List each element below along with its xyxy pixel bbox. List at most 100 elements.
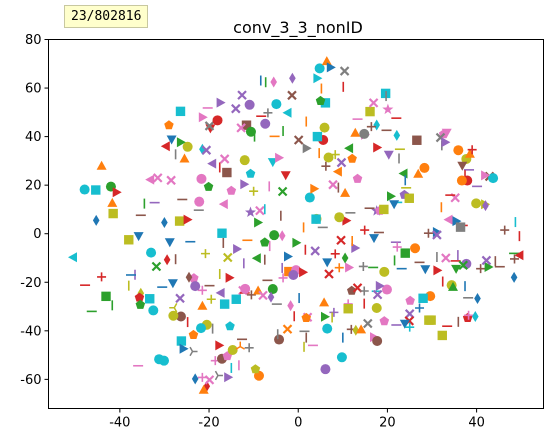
scatter-point: [332, 166, 342, 177]
scatter-point: [336, 235, 346, 246]
scatter-point: [360, 225, 370, 235]
scatter-point: [320, 364, 331, 375]
scatter-point: [200, 249, 210, 259]
scatter-point: [510, 254, 520, 264]
scatter-point: [340, 187, 351, 197]
scatter-point: [368, 98, 379, 108]
scatter-point: [343, 304, 353, 314]
scatter-point: [188, 329, 199, 339]
scatter-point: [399, 319, 410, 329]
scatter-point: [383, 150, 394, 160]
scatter-point: [382, 103, 394, 115]
scatter-point: [215, 287, 225, 298]
x-tick-label: 0: [294, 416, 302, 431]
scatter-point: [154, 354, 165, 365]
scatter-point: [456, 175, 467, 186]
scatter-point: [437, 330, 447, 341]
scatter-point: [472, 311, 479, 322]
scatter-point: [215, 340, 225, 351]
scatter-point: [482, 200, 489, 212]
scatter-point: [405, 295, 415, 305]
scatter-point: [216, 97, 226, 108]
scatter-point: [379, 316, 390, 326]
scatter-point: [151, 261, 162, 272]
scatter-point: [334, 263, 344, 273]
markers-layer: [68, 56, 524, 394]
scatter-point: [226, 185, 237, 195]
scatter-point: [423, 228, 433, 238]
scatter-point: [164, 238, 175, 248]
scatter-point: [373, 142, 383, 153]
scatter-point: [206, 294, 216, 304]
scatter-point: [269, 230, 280, 241]
scatter-point: [289, 72, 296, 84]
y-tick-label: 20: [25, 179, 42, 194]
scatter-point: [389, 200, 400, 210]
scatter-point: [314, 63, 325, 74]
scatter-point: [481, 255, 492, 266]
scatter-point: [321, 161, 331, 171]
scatter-point: [282, 324, 293, 334]
scatter-point: [246, 290, 256, 300]
scatter-point: [366, 122, 376, 132]
scatter-point: [415, 303, 425, 313]
scatter-point: [405, 322, 415, 332]
scatter-point: [452, 216, 462, 227]
scatter-point: [250, 364, 261, 374]
scatter-point: [244, 99, 255, 110]
scatter-point: [275, 152, 285, 163]
scatter-point: [68, 252, 77, 263]
scatter-point: [274, 334, 285, 345]
scatter-point: [231, 103, 241, 114]
scatter-point: [225, 321, 235, 331]
scatter-point: [167, 279, 178, 289]
y-tick-label: 80: [25, 33, 42, 48]
scatter-point: [235, 341, 245, 350]
scatter-point: [91, 185, 101, 195]
scatter-point: [441, 137, 451, 148]
scatter-point: [326, 62, 336, 73]
scatter-point: [319, 297, 330, 307]
scatter-point: [441, 253, 451, 263]
scatter-point: [410, 243, 421, 254]
scatter-point: [175, 106, 186, 117]
scatter-point: [251, 253, 261, 264]
scatter-point: [319, 122, 330, 133]
scatter-point: [260, 118, 271, 129]
scatter-point: [471, 198, 482, 209]
chart-title: conv_3_3_nonID: [233, 18, 363, 38]
scatter-point: [433, 265, 443, 276]
scatter-point: [379, 266, 390, 277]
scatter-point: [481, 170, 491, 181]
x-tick-label: -40: [109, 416, 130, 431]
scatter-point: [341, 252, 349, 264]
scatter-point: [426, 315, 436, 325]
scatter-point: [258, 290, 268, 301]
scatter-point: [179, 153, 190, 163]
scatter-point: [277, 186, 288, 197]
scatter-point: [322, 258, 333, 268]
scatter-point: [253, 370, 264, 381]
scatter-point: [199, 143, 206, 155]
scatter-point: [146, 247, 157, 258]
scatter-point: [441, 128, 452, 138]
scatter-point: [245, 126, 256, 137]
scatter-point: [464, 310, 474, 320]
scatter-point: [393, 129, 401, 141]
y-tick-label: 40: [25, 130, 42, 145]
scatter-point: [212, 115, 223, 126]
scatter-point: [237, 90, 247, 100]
scatter-point: [462, 312, 473, 322]
scatter-point: [260, 237, 270, 247]
scatter-point: [161, 217, 168, 228]
scatter-point: [359, 128, 370, 139]
scatter-point: [217, 228, 227, 238]
scatter-point: [134, 292, 145, 302]
scatter-point: [137, 287, 145, 299]
scatter-point: [245, 206, 256, 217]
scatter-point: [455, 222, 466, 232]
scatter-point: [330, 249, 340, 259]
scatter-point: [336, 352, 347, 363]
scatter-point: [249, 186, 259, 196]
scatter-point: [240, 283, 251, 294]
